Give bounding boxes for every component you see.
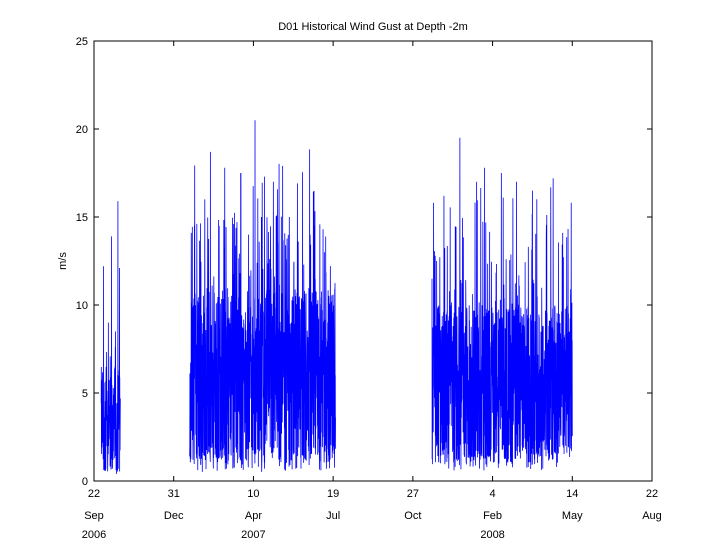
y-tick-label-5: 25 — [76, 36, 88, 48]
x-tick-day-3: 19 — [327, 488, 339, 500]
x-tick-day-4: 27 — [407, 488, 419, 500]
y-axis-label: m/s — [57, 252, 69, 270]
y-tick-label-2: 10 — [76, 300, 88, 312]
series-line-segment-0-0 — [100, 201, 121, 474]
x-tick-month-1: Dec — [164, 510, 184, 522]
x-tick-month-3: Jul — [326, 510, 340, 522]
chart-title: D01 Historical Wind Gust at Depth -2m — [278, 21, 468, 33]
y-tick-label-1: 5 — [82, 388, 88, 400]
series-line-segment-0-1 — [189, 120, 336, 472]
x-tick-month-5: Feb — [483, 510, 502, 522]
x-tick-month-4: Oct — [404, 510, 421, 522]
x-tick-month-2: Apr — [245, 510, 262, 522]
x-tick-year-0: 2006 — [82, 529, 106, 540]
x-tick-year-5: 2008 — [480, 529, 504, 540]
series-layer — [100, 120, 573, 474]
x-tick-year-2: 2007 — [241, 529, 265, 540]
x-tick-day-1: 31 — [168, 488, 180, 500]
x-tick-day-7: 22 — [646, 488, 658, 500]
x-tick-day-5: 4 — [490, 488, 496, 500]
series-line-segment-0-2 — [431, 137, 573, 471]
y-tick-label-3: 15 — [76, 212, 88, 224]
x-tick-day-2: 10 — [247, 488, 259, 500]
x-tick-month-7: Aug — [642, 510, 662, 522]
plot-frame — [93, 40, 653, 482]
x-tick-day-0: 22 — [88, 488, 100, 500]
x-tick-month-6: May — [562, 510, 583, 522]
x-tick-day-6: 14 — [566, 488, 578, 500]
y-tick-label-4: 20 — [76, 124, 88, 136]
y-tick-label-0: 0 — [82, 476, 88, 488]
x-tick-month-0: Sep — [84, 510, 104, 522]
